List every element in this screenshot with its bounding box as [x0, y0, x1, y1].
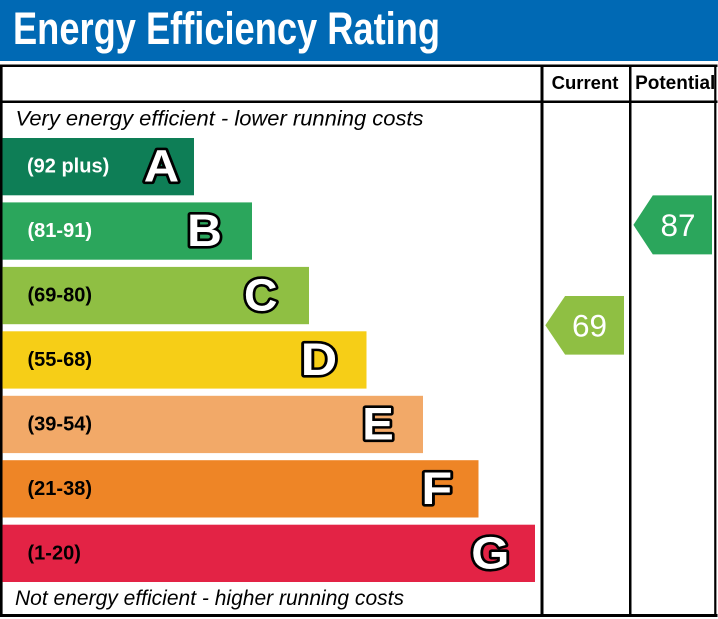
svg-text:Potential: Potential: [635, 73, 715, 94]
svg-text:E: E: [362, 399, 394, 450]
svg-text:Not energy efficient - higher: Not energy efficient - higher running co…: [15, 587, 404, 610]
svg-text:(55-68): (55-68): [28, 349, 92, 371]
svg-text:(92 plus): (92 plus): [27, 156, 109, 178]
svg-text:(69-80): (69-80): [28, 285, 92, 307]
svg-text:(81-91): (81-91): [28, 220, 92, 242]
svg-text:Energy Efficiency Rating: Energy Efficiency Rating: [13, 3, 440, 54]
svg-text:Current: Current: [552, 72, 619, 93]
svg-text:69: 69: [572, 308, 607, 344]
svg-text:B: B: [187, 206, 222, 256]
svg-text:D: D: [301, 336, 337, 386]
svg-text:87: 87: [660, 207, 695, 243]
svg-text:C: C: [244, 270, 277, 320]
svg-text:Very energy efficient - lower: Very energy efficient - lower running co…: [16, 108, 425, 131]
svg-text:F: F: [421, 465, 452, 515]
svg-text:G: G: [471, 527, 509, 578]
svg-text:(1-20): (1-20): [28, 542, 81, 564]
svg-text:(21-38): (21-38): [28, 478, 92, 500]
svg-text:(39-54): (39-54): [28, 413, 92, 435]
svg-text:A: A: [144, 140, 179, 191]
